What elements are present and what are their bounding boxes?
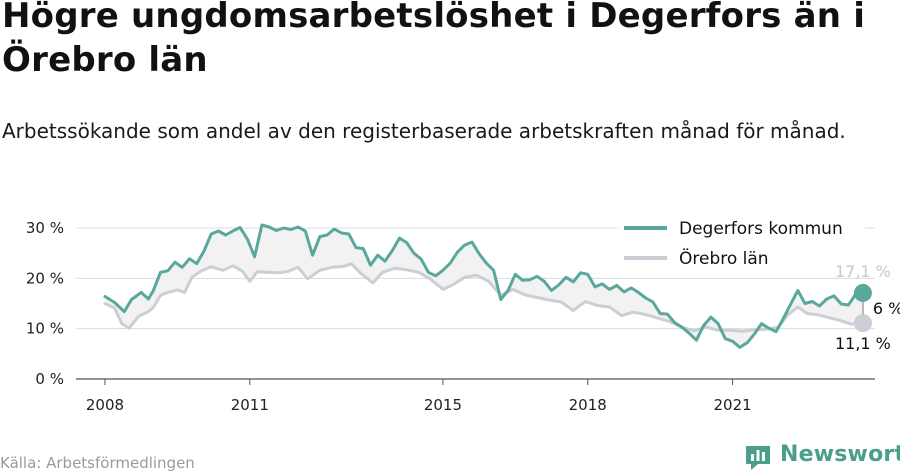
degerfors-end-marker [853,283,872,302]
legend-label-orebro-line: Örebro län [679,247,769,269]
y-tick-label: 30 % [26,219,64,237]
degerfors-line [103,223,865,349]
x-tick-label: 2011 [231,396,269,414]
axis-ticks: 0 % 10 % 20 % 30 % 2008 2011 2015 2018 2021 [26,219,752,414]
gap-label: 6 % [873,299,900,318]
legend-label-degerfors-line: Degerfors kommun [679,219,843,239]
source-note: Källa: Arbetsförmedlingen [0,454,195,472]
orebro-end-marker [853,314,872,333]
chart-legend: Degerfors kommun Örebro län [617,214,865,274]
x-tick-label: 2021 [713,396,751,414]
y-tick-label: 0 % [35,370,64,388]
difference-band [105,225,863,348]
orebro-end-label: 11,1 % [835,334,891,353]
orebro-line [103,262,865,333]
y-tick-label: 10 % [26,320,64,338]
x-tick-label: 2015 [424,396,462,414]
x-tick-label: 2018 [569,396,607,414]
brand-name: Newsworthy [780,442,900,467]
chart-subtitle: Arbetssökande som andel av den registerb… [2,119,846,143]
degerfors-end-label: 17,1 % [835,262,891,281]
y-tick-label: 20 % [26,269,64,287]
newsworthy-logo-icon [746,446,770,470]
difference-band-area [105,225,863,348]
chart-title: Högre ungdomsarbetslöshet i Degerfors än… [2,0,866,80]
end-markers: 17,1 % 11,1 % 6 % [835,262,900,353]
series-lines [103,223,865,349]
x-tick-label: 2008 [86,396,124,414]
legend-background [617,214,865,274]
